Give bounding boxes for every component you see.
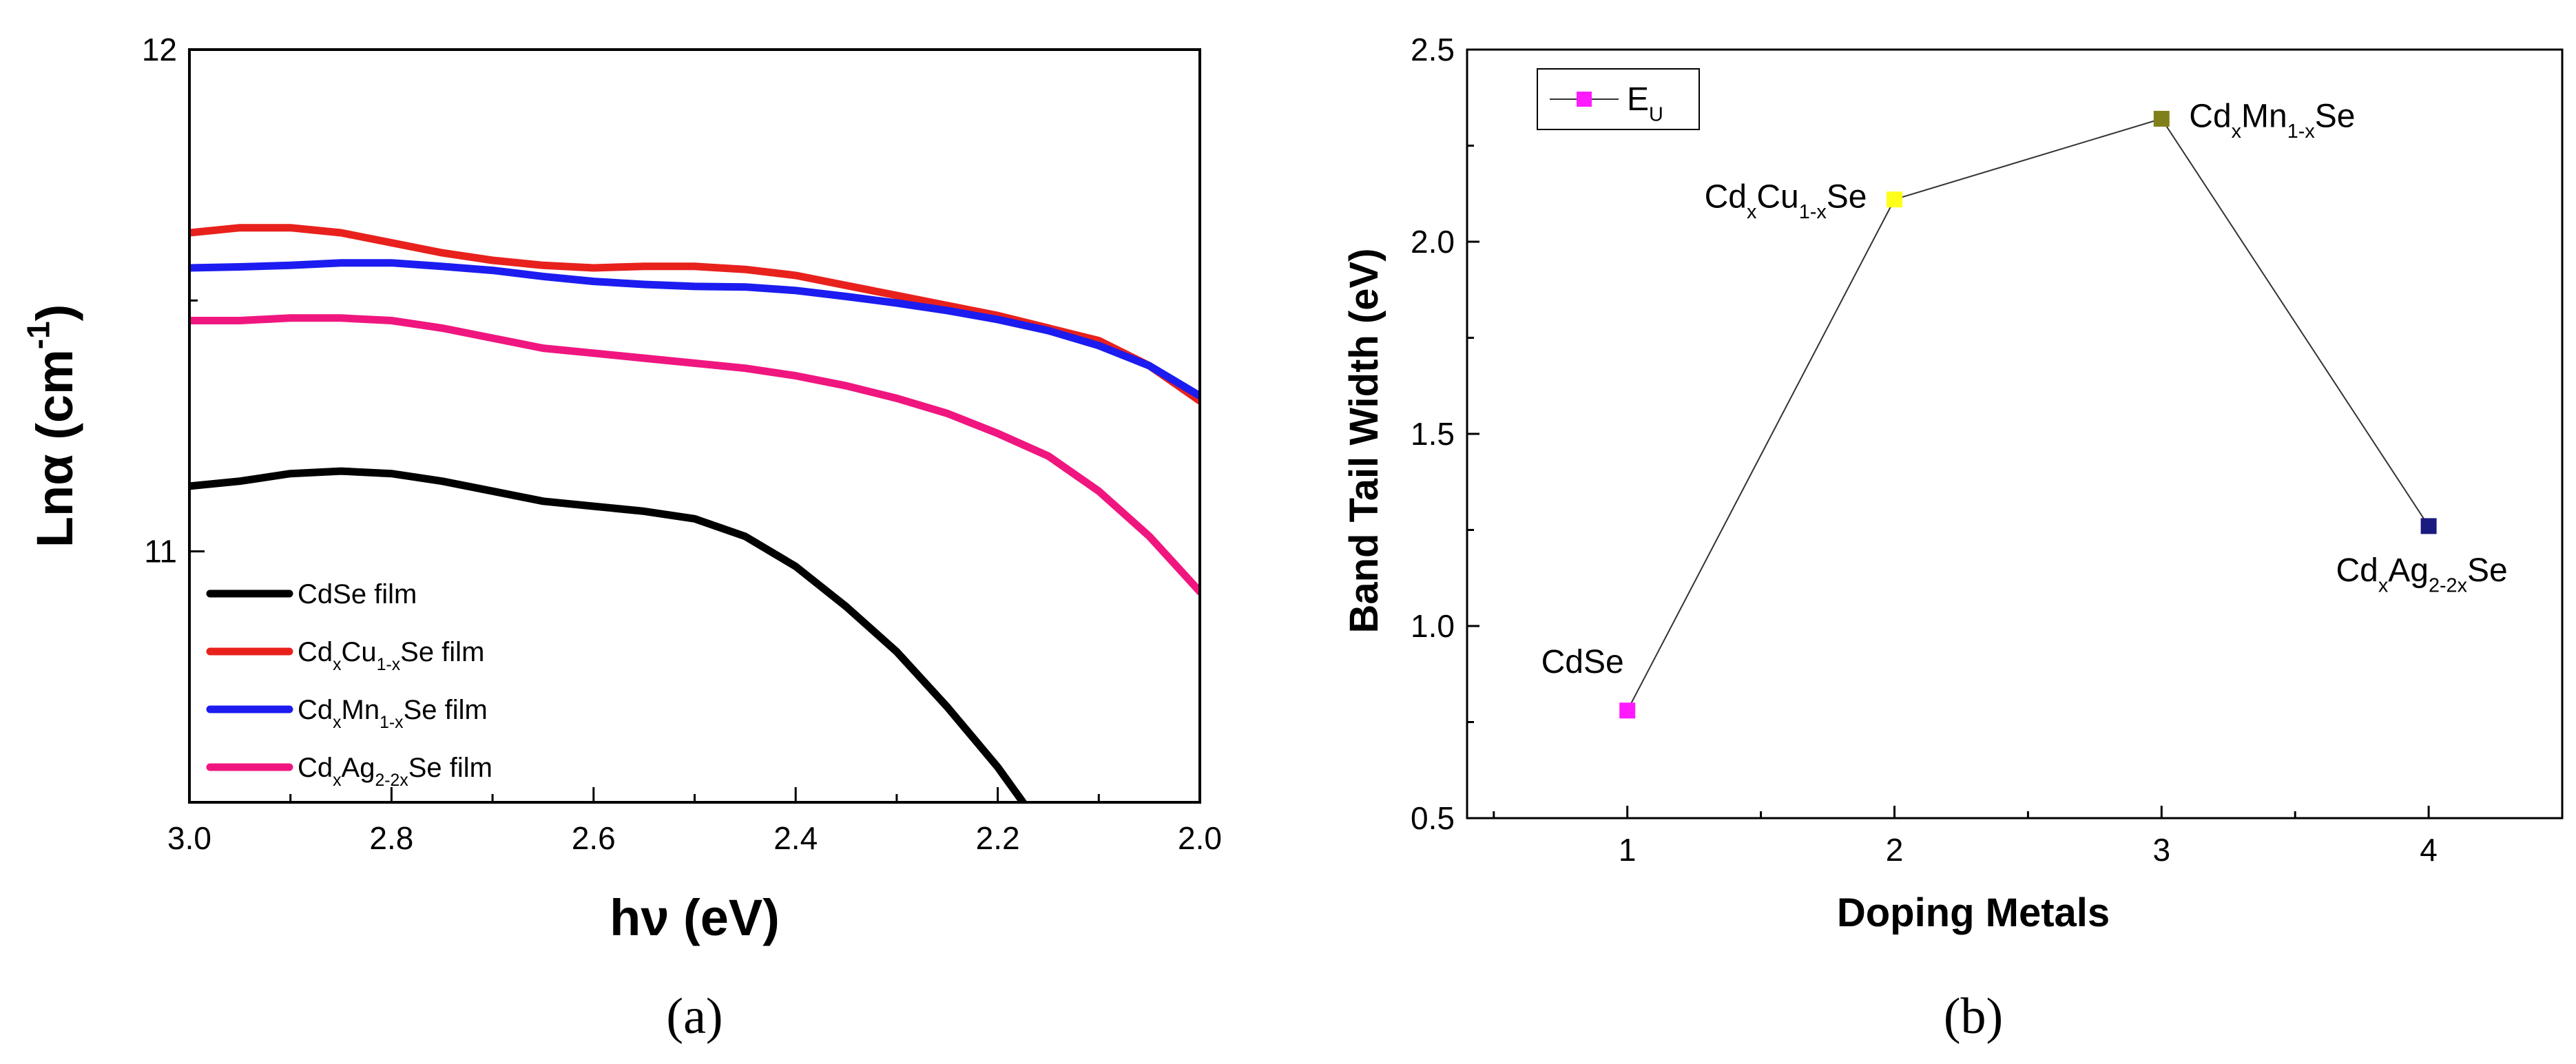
panel-b-series-layer [1619,110,2437,719]
panel-a-x-tick-label: 2.8 [369,820,413,856]
panel-a-series-line-3 [189,259,1200,400]
panel-b-x-tick-label: 2 [1886,832,1904,868]
panel-b-connecting-line [1626,118,2429,711]
panel-b-data-point-3 [2153,110,2170,127]
panel-b-point-labels: CdSe CdxCu1-xSe CdxMn1-xSe CdxAg2-2xSe [1541,98,2508,680]
panel-a-series-line-1 [189,467,1027,802]
panel-a-y-axis-title: Lnα (cm-1) [21,304,83,548]
panel-a-legend: CdSe film CdxCu1-xSe film CdxMn1-xSe film C… [206,579,492,790]
panel-b-data-point-4 [2420,518,2437,534]
panel-b-data-point-1 [1619,702,1636,719]
panel-a-x-tick-label: 2.4 [773,820,818,856]
panel-b-point-label-4: CdxAg2-2xSe [2336,552,2507,596]
panel-a-legend-label-1: CdSe film [298,579,417,609]
panel-b-data-point-2 [1886,191,1902,208]
panel-b-x-tick-label: 3 [2152,832,2170,868]
panel-b-point-label-1: CdSe [1541,644,1624,680]
panel-b-label: (b) [1944,988,2003,1045]
panel-a-y-tick-label: 12 [142,32,177,67]
panel-b-y-tick-label: 0.5 [1411,800,1455,836]
panel-a-legend-label-3: CdxMn1-xSe film [298,695,488,732]
panel-a-plot-frame [188,48,1201,804]
panel-b-x-tick-label: 4 [2420,832,2438,868]
panel-a-series-line-4 [189,314,1200,596]
panel-a-label: (a) [666,988,723,1045]
panel-b-legend-label: EU [1627,81,1663,125]
panel-a-series-layer [189,224,1200,802]
panel-b-y-tick-label: 1.0 [1411,608,1455,644]
panel-a-x-tick-label: 2.6 [572,820,616,856]
panel-b-y-axis-title: Band Tail Width (eV) [1342,248,1386,633]
panel-b-legend-marker [1577,92,1592,107]
panel-a-legend-label-4: CdxAg2-2xSe film [298,753,492,790]
panel-b-legend: EU [1537,68,1700,130]
panel-a-x-axis-title: hν (eV) [610,889,780,946]
panel-a-x-tick-label: 3.0 [167,820,211,856]
panel-b-x-axis-title: Doping Metals [1837,890,2110,935]
panel-b-point-label-2: CdxCu1-xSe [1705,179,1867,223]
panel-a-legend-label-2: CdxCu1-xSe film [298,637,484,674]
panel-a-chart: 3.0 2.8 2.6 2.4 2.2 2.0 11 12 CdSe film CdxCu1-x… [21,32,1222,1045]
panel-b-point-label-3: CdxMn1-xSe [2189,98,2355,142]
panel-b-y-tick-label: 1.5 [1411,416,1455,452]
panel-a-x-tick-label: 2.2 [976,820,1020,856]
panel-a-x-tick-label: 2.0 [1178,820,1222,856]
panel-b-y-tick-label: 2.0 [1411,224,1455,260]
panel-a-y-tick-label: 11 [144,534,177,570]
panel-b-chart: 1 2 3 4 0.5 1.0 1.5 2.0 2.5 EU CdSe CdxCu1-xSe Cdx… [1342,32,2564,1045]
panel-b-y-tick-label: 2.5 [1411,32,1455,67]
panel-b-x-tick-label: 1 [1619,832,1637,868]
